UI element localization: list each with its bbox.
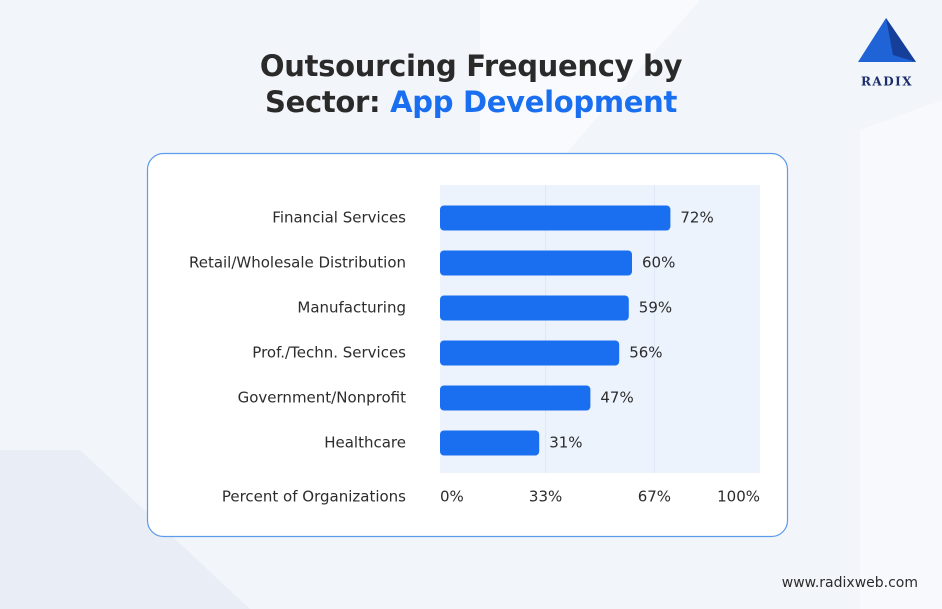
category-label: Prof./Techn. Services: [252, 344, 406, 362]
value-label: 72%: [680, 209, 713, 227]
bar: [440, 430, 540, 456]
category-label: Manufacturing: [297, 299, 406, 317]
value-label: 56%: [629, 344, 662, 362]
bg-shape: [860, 100, 942, 609]
bar: [440, 250, 632, 276]
title: Outsourcing Frequency by Sector:: [259, 49, 683, 119]
chart-title: Outsourcing Frequency by Sector: App Dev…: [246, 48, 696, 120]
x-tick-label: 100%: [717, 488, 760, 506]
brand: RADIX: [861, 75, 913, 89]
value-label: 47%: [600, 389, 633, 407]
bg-shape: [0, 450, 250, 609]
website: www.radixweb.com: [782, 575, 918, 591]
category-label: Financial Services: [272, 209, 406, 227]
bar: [440, 295, 629, 321]
value-label: 59%: [639, 299, 672, 317]
plot-area: [440, 185, 760, 473]
logo-mark: [886, 18, 916, 62]
value-label: 31%: [549, 434, 582, 452]
x-axis-label: Percent of Organizations: [222, 488, 406, 506]
bg-shape: [480, 0, 700, 160]
bar: [440, 340, 620, 366]
category-label: Healthcare: [324, 434, 406, 452]
bar: [440, 385, 591, 411]
x-tick-label: 67%: [638, 488, 671, 506]
bar: [440, 205, 671, 231]
category-label: Government/Nonprofit: [238, 389, 406, 407]
value-label: 60%: [642, 254, 675, 272]
x-tick-label: 33%: [529, 488, 562, 506]
category-label: Retail/Wholesale Distribution: [189, 254, 406, 272]
title-highlight: App Development: [390, 85, 678, 119]
x-tick-label: 0%: [440, 488, 464, 506]
